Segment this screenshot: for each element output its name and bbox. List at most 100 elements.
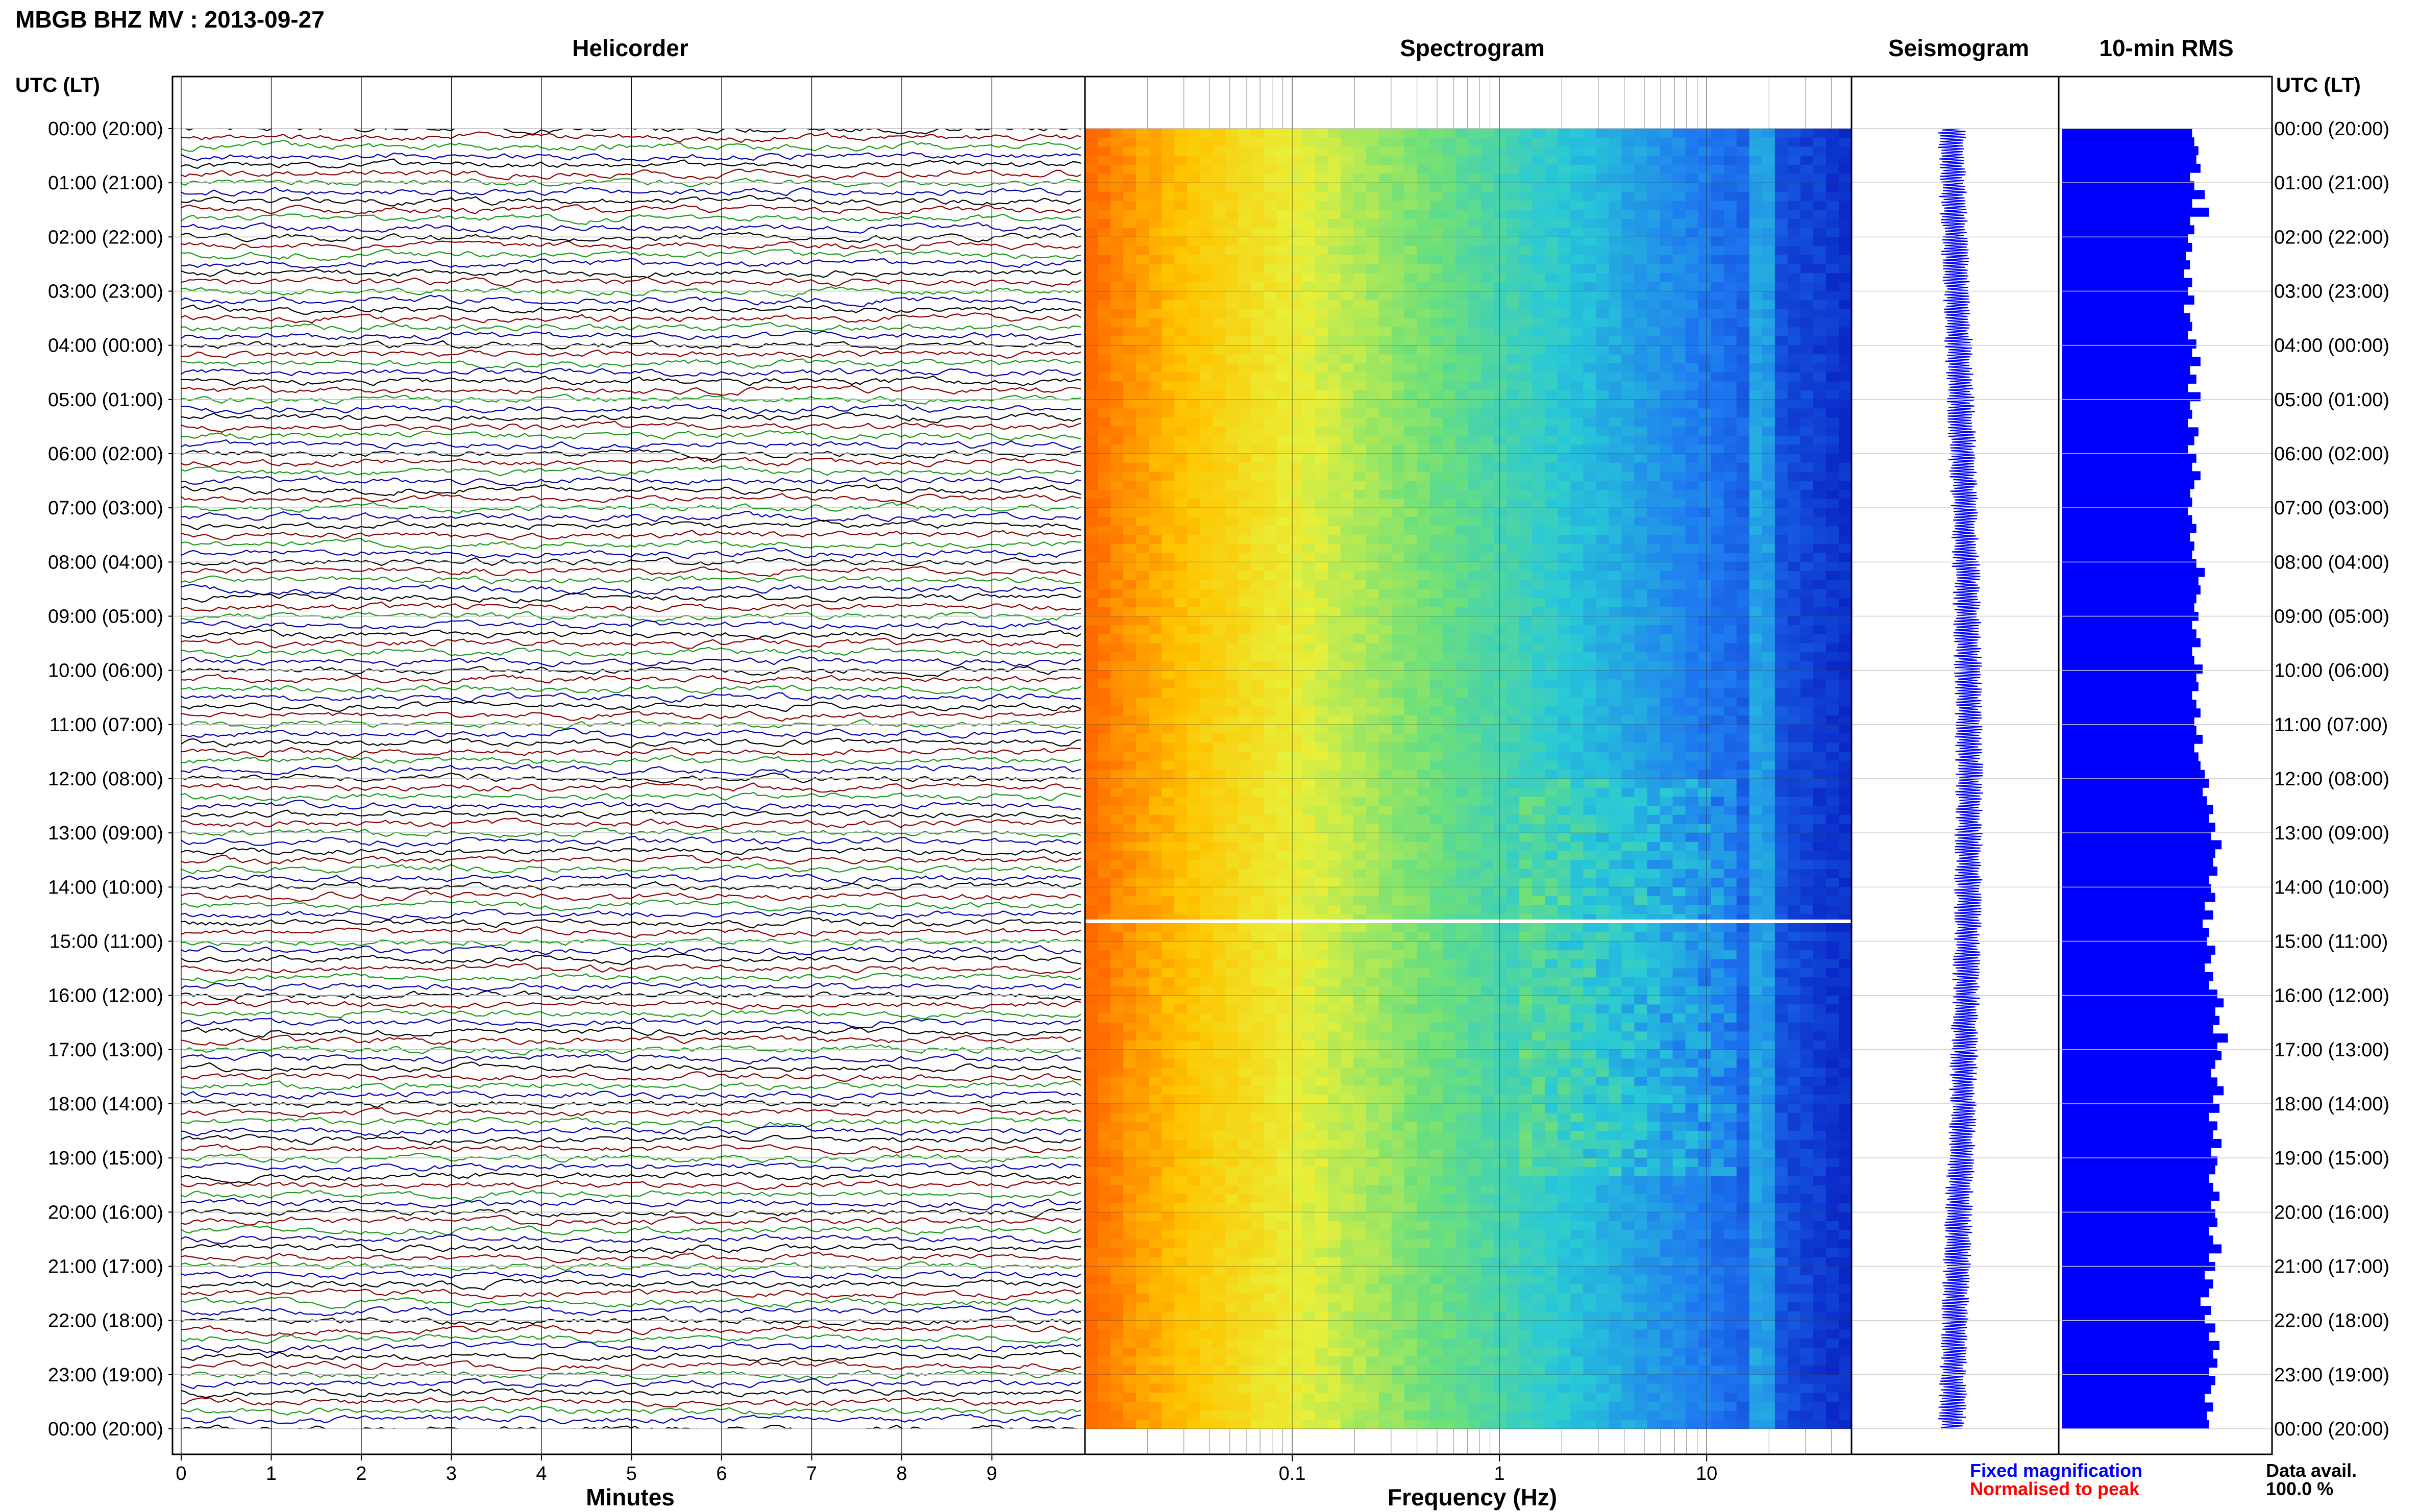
spectrogram-cell — [1481, 300, 1494, 310]
spectrogram-cell — [1736, 472, 1750, 481]
spectrogram-cell — [1442, 724, 1456, 734]
spectrogram-cell — [1698, 562, 1712, 572]
spectrogram-cell — [1800, 806, 1814, 815]
spectrogram-cell — [1532, 508, 1545, 517]
spectrogram-cell — [1494, 381, 1507, 391]
spectrogram-cell — [1455, 526, 1469, 535]
spectrogram-cell — [1813, 580, 1826, 589]
spectrogram-cell — [1711, 516, 1724, 527]
spectrogram-cell — [1200, 454, 1214, 463]
spectrogram-cell — [1532, 806, 1545, 815]
spectrogram-cell — [1596, 164, 1610, 175]
spectrogram-cell — [1800, 814, 1814, 825]
spectrogram-cell — [1174, 444, 1188, 454]
spectrogram-cell — [1429, 733, 1443, 743]
spectrogram-cell — [1110, 543, 1124, 554]
spectrogram-cell — [1225, 516, 1239, 527]
spectrogram-cell — [1787, 273, 1801, 283]
spectrogram-cell — [1532, 426, 1545, 436]
spectrogram-cell — [1660, 770, 1673, 779]
spectrogram-cell — [1404, 164, 1418, 175]
spectrogram-cell — [1187, 318, 1201, 328]
spectrogram-cell — [1800, 643, 1814, 653]
spectrogram-cell — [1519, 543, 1533, 554]
spectrogram-cell — [1378, 454, 1392, 463]
spectrogram-cell — [1353, 697, 1367, 707]
spectrogram-cell — [1698, 309, 1712, 319]
spectrogram-cell — [1787, 824, 1801, 833]
spectrogram-cell — [1289, 146, 1303, 156]
spectrogram-cell — [1404, 435, 1418, 445]
spectrogram-cell — [1647, 580, 1661, 589]
spectrogram-cell — [1813, 156, 1826, 165]
spectrogram-cell — [1366, 589, 1379, 599]
spectrogram-cell — [1302, 363, 1316, 373]
spectrogram-cell — [1162, 779, 1175, 788]
spectrogram-cell — [1251, 643, 1265, 653]
spectrogram-cell — [1839, 670, 1852, 680]
spectrogram-cell — [1225, 860, 1239, 870]
spectrogram-cell — [1634, 372, 1648, 382]
spectrogram-cell — [1468, 363, 1482, 373]
spectrogram-cell — [1583, 246, 1597, 256]
spectrogram-cell — [1378, 806, 1392, 815]
spectrogram-cell — [1085, 616, 1098, 626]
spectrogram-cell — [1813, 472, 1826, 481]
spectrogram-cell — [1289, 218, 1303, 229]
spectrogram-cell — [1698, 381, 1712, 391]
spectrogram-cell — [1162, 706, 1175, 716]
spectrogram-cell — [1417, 770, 1430, 779]
spectrogram-cell — [1455, 499, 1469, 508]
spectrogram-cell — [1774, 562, 1788, 572]
spectrogram-cell — [1825, 751, 1839, 761]
spectrogram-cell — [1442, 237, 1456, 246]
spectrogram-cell — [1123, 237, 1137, 246]
spectrogram-cell — [1123, 489, 1137, 500]
spectrogram-cell — [1762, 255, 1775, 264]
spectrogram-cell — [1774, 462, 1788, 472]
spectrogram-cell — [1455, 426, 1469, 436]
spectrogram-cell — [1327, 228, 1341, 237]
spectrogram-cell — [1494, 472, 1507, 481]
spectrogram-cell — [1647, 218, 1661, 229]
spectrogram-cell — [1507, 156, 1520, 165]
spectrogram-cell — [1596, 733, 1610, 743]
spectrogram-cell — [1238, 264, 1252, 274]
spectrogram-cell — [1621, 562, 1635, 572]
spectrogram-cell — [1264, 300, 1277, 310]
spectrogram-cell — [1787, 499, 1801, 508]
spectrogram-cell — [1621, 715, 1635, 725]
spectrogram-cell — [1404, 472, 1418, 481]
spectrogram-cell — [1570, 408, 1584, 418]
spectrogram-cell — [1609, 598, 1622, 608]
spectrogram-cell — [1813, 679, 1826, 689]
spectrogram-cell — [1596, 526, 1610, 535]
spectrogram-cell — [1481, 399, 1494, 409]
spectrogram-cell — [1213, 688, 1226, 698]
spectrogram-cell — [1264, 787, 1277, 797]
spectrogram-cell — [1136, 580, 1149, 589]
spectrogram-cell — [1391, 417, 1405, 427]
spectrogram-cell — [1825, 255, 1839, 264]
spectrogram-cell — [1762, 173, 1775, 183]
spectrogram-cell — [1558, 327, 1571, 337]
spectrogram-cell — [1481, 535, 1494, 544]
spectrogram-cell — [1302, 228, 1316, 237]
spectrogram-cell — [1136, 273, 1149, 283]
spectrogram-cell — [1698, 472, 1712, 481]
spectrogram-cell — [1468, 282, 1482, 292]
spectrogram-cell — [1404, 526, 1418, 535]
spectrogram-cell — [1621, 408, 1635, 418]
spectrogram-cell — [1110, 760, 1124, 770]
spectrogram-cell — [1723, 228, 1737, 237]
spectrogram-cell — [1558, 318, 1571, 328]
spectrogram-cell — [1404, 851, 1418, 860]
spectrogram-cell — [1749, 390, 1763, 400]
spectrogram-cell — [1558, 508, 1571, 517]
spectrogram-cell — [1672, 489, 1686, 500]
spectrogram-cell — [1723, 841, 1737, 852]
spectrogram-cell — [1596, 354, 1610, 364]
spectrogram-cell — [1136, 499, 1149, 508]
spectrogram-cell — [1302, 372, 1316, 382]
